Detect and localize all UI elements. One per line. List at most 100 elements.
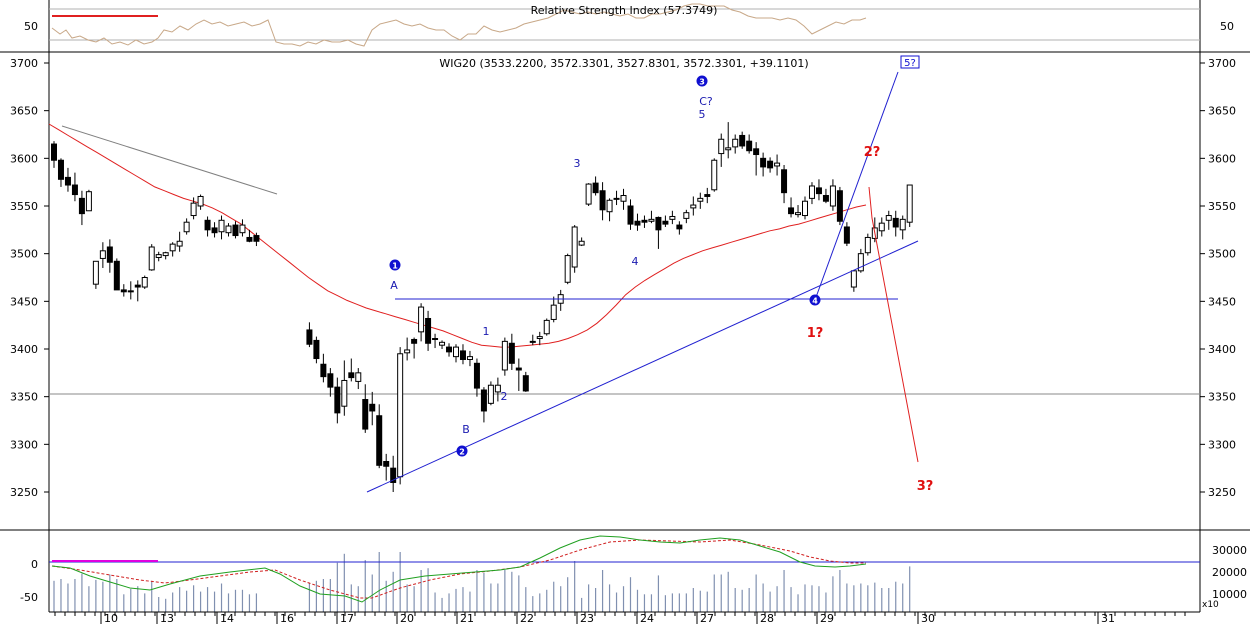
candle-down [634,220,641,226]
candle-down [113,260,120,291]
candle-down [655,216,662,231]
candle-up [571,226,578,268]
candle-down [246,236,253,242]
candle-down [522,375,529,392]
candle-up [487,384,494,404]
projection-label-1: 1? [807,326,824,341]
candle-up [732,138,739,148]
wave-label-B: B [462,423,470,436]
candle-up [176,240,183,247]
candle-down [767,160,774,169]
oscillator-main-line [51,535,867,603]
oscillator-panel: 0 -50 30000 20000 10000 x10 [20,530,1247,612]
candle-down [788,207,795,215]
wave-4-marker: 4 [809,294,821,306]
candle-up [711,159,718,191]
price-tick-label: 3600 [1208,152,1236,165]
candle-down [320,363,327,378]
price-tick-label: 3350 [10,391,38,404]
candle-up [850,270,857,288]
candle-up [99,250,106,259]
volume-tick-10000: 10000 [1212,588,1247,601]
candle-up [878,222,885,232]
moving-average-line [48,123,867,348]
candle-down [57,159,64,180]
candle-down [232,224,239,237]
candle-down [815,187,822,195]
rsi-panel: Relative Strength Index (57.3749) 50 50 [24,0,1234,52]
candle-down [480,389,487,412]
price-tick-label: 3450 [1208,295,1236,308]
candle-up [141,277,148,288]
price-tick-label: 3400 [10,343,38,356]
candle-down [592,182,599,194]
oscillator-signal-line [51,539,866,599]
candle-up [85,191,92,212]
candle-down [473,362,480,389]
candle-down [306,329,313,345]
candle-up [183,221,190,233]
price-tick-label: 3250 [10,486,38,499]
candle-down [753,148,760,156]
candle-down [627,205,634,225]
x-tick-label: 28 [760,612,774,625]
candle-up [127,290,134,293]
candle-down [892,217,899,228]
volume-tick-30000: 30000 [1212,544,1247,557]
price-tick-label: 3600 [10,152,38,165]
candle-up [501,340,508,371]
candle-down [211,227,218,234]
candle-up [92,260,99,285]
price-tick-label: 3550 [1208,200,1236,213]
candle-down [362,399,369,430]
gray-trendline [61,125,278,195]
price-tick-label: 3450 [10,295,38,308]
wave-label-C: C? [699,95,713,108]
candle-down [843,226,850,244]
candle-down [704,194,711,197]
candle-up [225,225,232,234]
candle-up [543,319,550,335]
wave-2-marker: 2 [456,445,468,457]
candle-up [585,183,592,205]
price-tick-label: 3700 [10,57,38,70]
candle-up [669,215,676,220]
candle-up [774,162,781,167]
price-panel: 3250 3300 3350 3400 3450 3500 3550 3600 3650 3700… [10,52,1236,530]
candle-down [327,373,334,388]
candle-down [369,403,376,412]
x-tick-label: 31 [1101,612,1115,625]
price-tick-label: 3300 [10,438,38,451]
x-tick-label: 30 [921,612,935,625]
wave-label-sub-3: 3 [574,157,581,170]
red-projection-path [868,186,919,463]
candle-down [676,224,683,230]
candle-up [341,379,348,407]
candle-up [169,243,176,252]
x-tick-label: 27 [700,612,714,625]
svg-text:2: 2 [459,448,465,457]
projection-label-3: 3? [917,479,934,494]
price-tick-label: 3500 [1208,248,1236,261]
candle-down [836,190,843,222]
candle-up [697,197,704,202]
rsi-line [51,3,867,47]
rsi-tick-right: 50 [1220,20,1234,33]
price-tick-label: 3650 [10,105,38,118]
svg-text:1: 1 [392,262,398,271]
candle-up [857,253,864,272]
candle-up [148,246,155,271]
wave-label-sub-1: 1 [483,325,490,338]
x-tick-label: 13 [160,612,174,625]
candle-down [334,386,341,414]
candle-up [578,240,585,246]
candle-down [459,350,466,360]
wave-3-marker: 3 [696,75,708,87]
candle-up [899,218,906,231]
candle-down [781,169,788,194]
x-tick-label: 22 [520,612,534,625]
candle-down [746,140,753,152]
candle-up [648,218,655,222]
price-tick-label: 3650 [1208,105,1236,118]
